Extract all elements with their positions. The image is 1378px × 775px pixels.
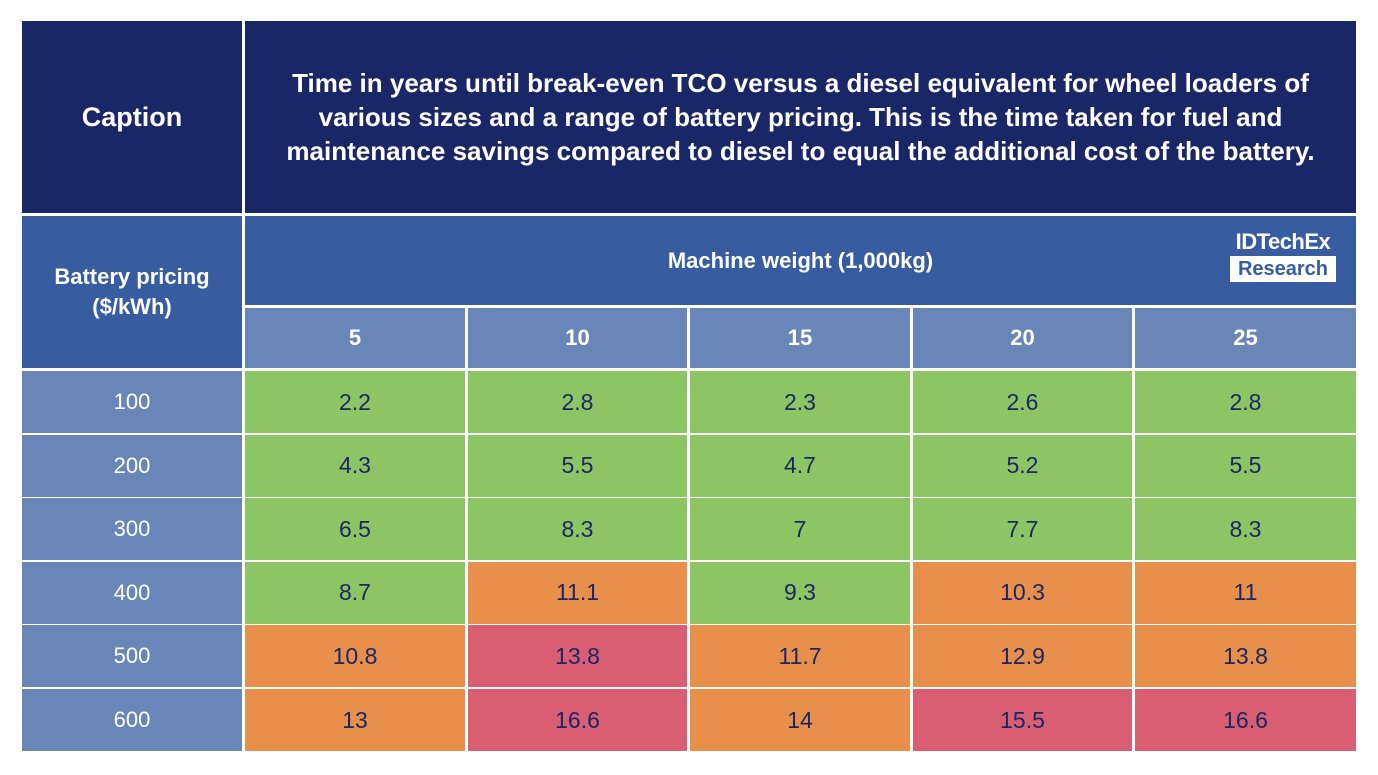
row-label-text: 200 <box>113 452 151 478</box>
table-cell-value: 10.8 <box>332 642 378 669</box>
table-cell: 4.7 <box>690 434 910 497</box>
row-label-text: 600 <box>113 707 151 732</box>
table-cell-value: 15.5 <box>1000 706 1045 733</box>
table-cell: 2.2 <box>245 371 465 433</box>
table-cell: 11 <box>1135 561 1356 624</box>
column-header: 10 <box>468 308 687 368</box>
row-label: 400 <box>22 561 242 624</box>
column-header-label: 25 <box>1233 325 1258 350</box>
table-cell-value: 12.9 <box>1000 642 1045 669</box>
table-cell-value: 9.3 <box>784 579 816 606</box>
table-cell-value: 11.7 <box>778 642 822 669</box>
column-header: 20 <box>913 308 1132 368</box>
table-cell: 10.8 <box>245 625 465 688</box>
caption-label-cell: Caption <box>22 21 242 213</box>
table-cell-value: 11.1 <box>555 579 600 606</box>
table-cell: 11.7 <box>690 625 910 688</box>
table-cell: 9.3 <box>690 561 910 624</box>
table-cell-value: 14 <box>787 706 813 733</box>
table-cell: 14 <box>690 689 910 751</box>
table-cell-value: 4.7 <box>784 452 816 479</box>
table-cell-value: 2.8 <box>561 388 594 415</box>
table-cell-value: 8.3 <box>561 515 594 542</box>
column-header: 15 <box>690 308 910 368</box>
table-cell: 8.3 <box>468 498 687 561</box>
table-cell: 2.6 <box>913 371 1132 433</box>
row-label: 600 <box>22 689 242 751</box>
table-cell: 15.5 <box>913 689 1132 751</box>
row-header: Battery pricing ($/kWh) <box>54 264 210 319</box>
table-cell: 10.3 <box>913 561 1132 624</box>
idtechex-logo: IDTechEx Research <box>1229 229 1336 282</box>
row-label: 300 <box>22 498 242 561</box>
row-header-cell: Battery pricing ($/kWh) <box>22 216 242 368</box>
caption-text-cell: Time in years until break-even TCO versu… <box>245 21 1356 213</box>
table-cell-value: 8.7 <box>339 579 371 606</box>
table-cell: 2.3 <box>690 371 910 433</box>
table-cell-value: 5.5 <box>1229 452 1262 479</box>
table-cell-value: 7.7 <box>1006 515 1039 542</box>
table-cell: 16.6 <box>468 689 687 751</box>
column-header: 5 <box>245 308 465 368</box>
table-cell-value: 8.3 <box>1229 515 1262 542</box>
table-cell-value: 2.8 <box>1229 388 1262 415</box>
table-cell-value: 10.3 <box>1000 579 1045 606</box>
table-cell: 5.5 <box>468 434 687 497</box>
caption-label: Caption <box>81 101 183 132</box>
column-header-label: 5 <box>348 325 362 350</box>
table-cell-value: 11 <box>1233 579 1258 606</box>
logo-bottom-text: Research <box>1229 256 1336 282</box>
column-header-label: 15 <box>787 325 813 350</box>
table-cell-value: 6.5 <box>339 515 371 542</box>
row-label-text: 300 <box>113 516 151 542</box>
row-label-text: 100 <box>113 389 151 414</box>
table-cell: 2.8 <box>468 371 687 433</box>
table-cell: 7.7 <box>913 498 1132 561</box>
caption-text: Time in years until break-even TCO versu… <box>286 68 1315 166</box>
row-label: 100 <box>22 371 242 433</box>
table-cell-value: 13.8 <box>1223 642 1268 669</box>
table-cell: 8.3 <box>1135 498 1356 561</box>
table-cell-value: 2.6 <box>1006 388 1039 415</box>
column-group-header: Machine weight (1,000kg) <box>667 247 934 273</box>
table-cell: 5.5 <box>1135 434 1356 497</box>
column-header-label: 10 <box>565 325 590 350</box>
table-cell-value: 13 <box>342 706 368 733</box>
table-cell: 5.2 <box>913 434 1132 497</box>
row-label: 500 <box>22 625 242 688</box>
table-cell-value: 2.3 <box>784 388 816 415</box>
table-cell-value: 16.6 <box>555 706 600 733</box>
table-cell: 11.1 <box>468 561 687 624</box>
column-header-label: 20 <box>1010 325 1035 350</box>
logo-top-text: IDTechEx <box>1235 229 1331 254</box>
column-header: 25 <box>1135 308 1356 368</box>
table-cell-value: 5.2 <box>1006 452 1039 479</box>
table-cell-value: 7 <box>793 515 807 542</box>
table-cell: 8.7 <box>245 561 465 624</box>
table-cell: 7 <box>690 498 910 561</box>
table-cell: 6.5 <box>245 498 465 561</box>
table-cell: 4.3 <box>245 434 465 497</box>
row-label-text: 400 <box>113 579 151 605</box>
table-cell-value: 4.3 <box>339 452 371 479</box>
table-cell: 13.8 <box>1135 625 1356 688</box>
row-label-text: 500 <box>113 643 151 669</box>
table-cell-value: 5.5 <box>561 452 594 479</box>
table-cell-value: 2.2 <box>339 388 371 415</box>
table-cell: 13 <box>245 689 465 751</box>
column-group-header-cell: Machine weight (1,000kg) IDTechEx Resear… <box>245 216 1356 305</box>
table-cell: 12.9 <box>913 625 1132 688</box>
row-label: 200 <box>22 434 242 497</box>
table-cell-value: 16.6 <box>1223 706 1268 733</box>
table-cell: 16.6 <box>1135 689 1356 751</box>
table-cell: 13.8 <box>468 625 687 688</box>
table-cell-value: 13.8 <box>555 642 600 669</box>
table-cell: 2.8 <box>1135 371 1356 433</box>
